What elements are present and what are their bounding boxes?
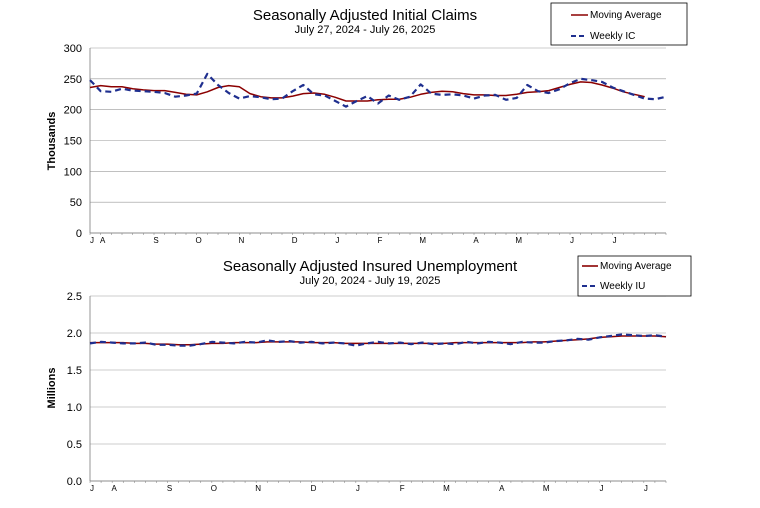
x-tick-label: O	[211, 484, 217, 493]
y-axis-label: Thousands	[46, 112, 58, 171]
y-tick-label: 1.5	[67, 365, 82, 377]
x-tick-label: J	[335, 236, 339, 245]
legend-box	[550, 2, 688, 46]
plot-area: 0.0 0.5 1.0 1.5 2.0 2.5 J A S O N D J F M A M J J	[67, 291, 667, 493]
legend-box	[577, 255, 692, 297]
legend-label-weekly-ic: Weekly IC	[590, 31, 635, 42]
plot-background	[90, 296, 666, 481]
x-tick-label: N	[238, 236, 244, 245]
y-tick-label: 0	[76, 228, 82, 240]
x-tick-label: D	[311, 484, 317, 493]
x-tick-label: A	[473, 236, 479, 245]
x-tick-label: N	[255, 484, 261, 493]
x-tick-label: J	[613, 236, 617, 245]
y-tick-label: 300	[64, 43, 82, 55]
x-tick-label: D	[292, 236, 298, 245]
x-tick-label: F	[378, 236, 383, 245]
y-tick-label: 250	[64, 74, 82, 86]
x-tick-label: M	[419, 236, 426, 245]
x-tick-label: J	[90, 484, 94, 493]
chart-subtitle: July 27, 2024 - July 26, 2025	[295, 24, 436, 36]
legend-label-weekly-iu: Weekly IU	[600, 281, 645, 292]
x-tick-label: M	[515, 236, 522, 245]
insured-unemployment-chart: Seasonally Adjusted Insured Unemployment…	[46, 255, 692, 493]
x-tick-label: J	[570, 236, 574, 245]
y-tick-label: 2.5	[67, 291, 82, 303]
x-tick-label: M	[543, 484, 550, 493]
y-tick-label: 50	[70, 197, 82, 209]
x-tick-label: S	[153, 236, 158, 245]
chart-subtitle: July 20, 2024 - July 19, 2025	[300, 275, 441, 287]
x-tick-label: A	[499, 484, 505, 493]
y-tick-label: 2.0	[67, 328, 82, 340]
y-tick-label: 0.0	[67, 476, 82, 488]
x-tick-label: J	[356, 484, 360, 493]
y-tick-label: 150	[64, 136, 82, 148]
legend-label-moving-average: Moving Average	[590, 10, 662, 21]
x-tick-label: S	[167, 484, 172, 493]
x-tick-label: J	[600, 484, 604, 493]
x-tick-label: A	[100, 236, 106, 245]
chart-title: Seasonally Adjusted Insured Unemployment	[223, 258, 518, 275]
x-tick-label: J	[644, 484, 648, 493]
y-axis-label: Millions	[46, 368, 58, 409]
chart-title: Seasonally Adjusted Initial Claims	[253, 7, 477, 24]
legend-label-moving-average: Moving Average	[600, 261, 672, 272]
x-tick-label: O	[196, 236, 202, 245]
x-tick-label: M	[443, 484, 450, 493]
y-tick-label: 1.0	[67, 402, 82, 414]
y-tick-label: 200	[64, 105, 82, 117]
y-tick-label: 100	[64, 166, 82, 178]
x-tick-label: F	[400, 484, 405, 493]
x-tick-label: J	[90, 236, 94, 245]
initial-claims-chart: Seasonally Adjusted Initial Claims July …	[46, 2, 688, 245]
y-tick-label: 0.5	[67, 439, 82, 451]
legend: Moving Average Weekly IC	[550, 2, 688, 46]
x-tick-label: A	[111, 484, 117, 493]
legend: Moving Average Weekly IU	[577, 255, 692, 297]
series-line-moving-average	[89, 81, 645, 102]
series-line-weekly-ic	[89, 72, 667, 108]
series-line-weekly-iu	[89, 333, 667, 347]
